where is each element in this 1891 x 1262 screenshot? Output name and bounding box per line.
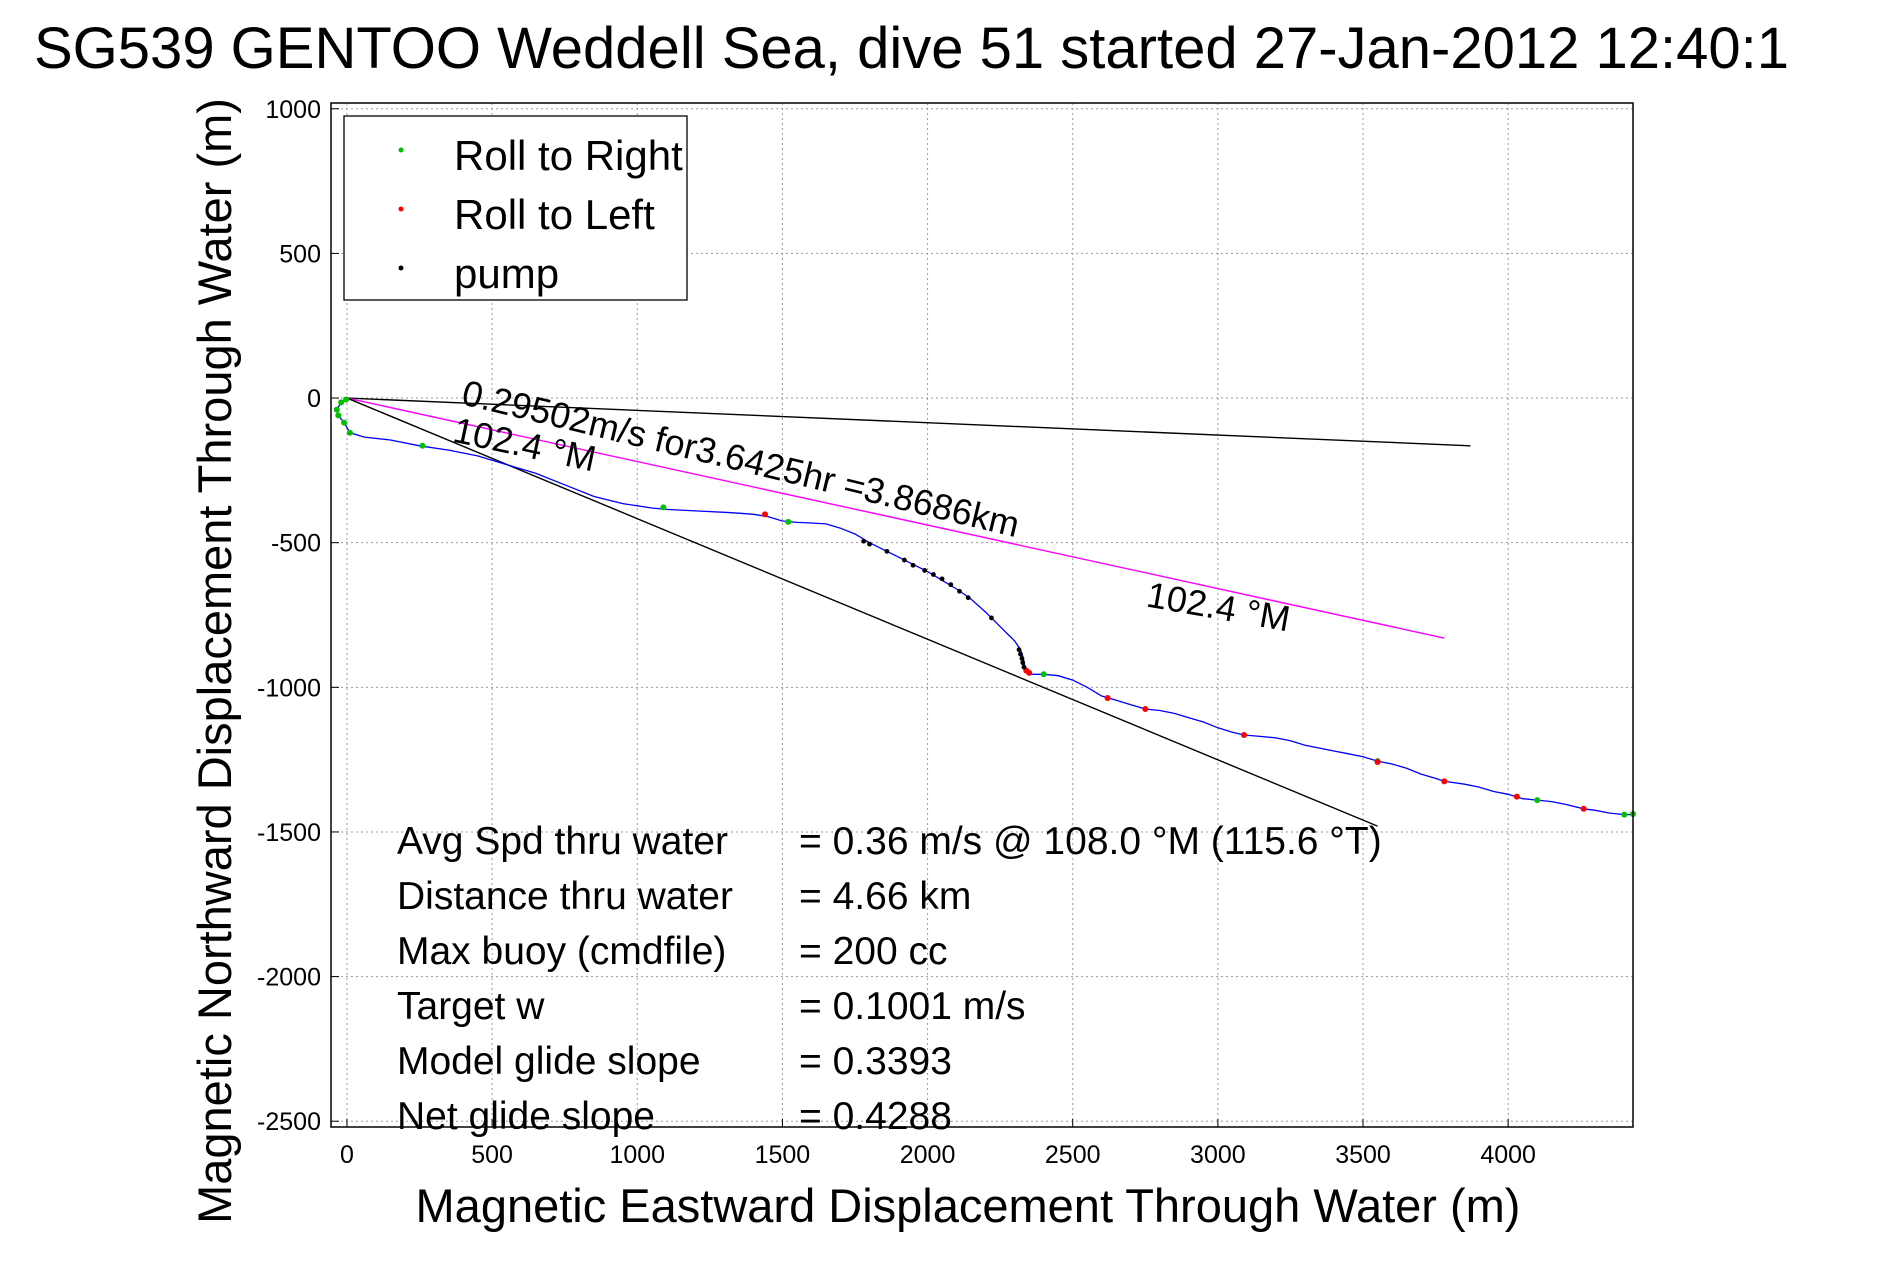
stat-label: Target w xyxy=(397,985,545,1028)
roll-left-point xyxy=(1580,805,1587,812)
legend: Roll to Right Roll to Left pump xyxy=(343,115,688,301)
stat-value: = 0.36 m/s @ 108.0 °M (115.6 °T) xyxy=(799,820,1382,863)
y-tick-label: -1500 xyxy=(257,819,321,847)
y-axis-label: Magnetic Northward Displacement Through … xyxy=(188,98,241,1224)
pump-point xyxy=(939,576,945,582)
stats-block: Avg Spd thru water = 0.36 m/s @ 108.0 °M … xyxy=(397,820,1382,1138)
stat-label: Avg Spd thru water xyxy=(397,820,728,863)
chart-title: SG539 GENTOO Weddell Sea, dive 51 starte… xyxy=(34,16,1789,81)
pump-point xyxy=(901,557,907,563)
stat-value: = 0.4288 xyxy=(799,1095,952,1138)
roll-right-point xyxy=(1040,671,1047,678)
y-tick-label: -2000 xyxy=(257,964,321,992)
legend-marker xyxy=(398,147,404,153)
roll-left-point xyxy=(1513,793,1520,800)
x-axis-label: Magnetic Eastward Displacement Through W… xyxy=(416,1179,1521,1232)
stat-label: Distance thru water xyxy=(397,875,733,918)
legend-marker xyxy=(398,265,404,271)
roll-right-point xyxy=(338,399,345,406)
pump-point xyxy=(1021,664,1027,670)
roll-left-point xyxy=(1374,758,1381,765)
pump-point xyxy=(1019,655,1025,661)
stat-value: = 4.66 km xyxy=(799,875,971,918)
pump-point xyxy=(948,582,954,588)
roll-right-point xyxy=(346,429,353,436)
markers xyxy=(333,396,1636,818)
plot-frame xyxy=(330,102,1634,1128)
pump-point xyxy=(867,541,872,547)
stat-value: = 0.1001 m/s xyxy=(799,985,1026,1028)
reference-lines xyxy=(346,397,1471,827)
pump-point xyxy=(910,562,916,568)
x-tick-label: 3000 xyxy=(1190,1141,1246,1169)
roll-right-point xyxy=(1534,797,1541,804)
roll-right-point xyxy=(341,419,348,426)
y-tick-label: 500 xyxy=(279,240,321,268)
roll-left-point xyxy=(762,511,768,518)
stat-label: Model glide slope xyxy=(397,1040,701,1083)
pump-point xyxy=(861,538,867,544)
magenta-line xyxy=(346,397,1445,639)
pump-point xyxy=(989,615,994,621)
annotation-text: 102.4 °M xyxy=(1144,574,1293,639)
stat-label: Max buoy (cmdfile) xyxy=(397,930,726,973)
roll-left-point xyxy=(1240,732,1247,739)
roll-right-point xyxy=(333,406,340,413)
legend-label: Roll to Left xyxy=(454,191,655,238)
x-tick-label: 2500 xyxy=(1045,1141,1101,1169)
x-tick-labels: 0 500 1000 1500 2000 2500 3000 3500 4000 xyxy=(340,1119,1536,1169)
y-tick-label: 1000 xyxy=(265,96,321,124)
x-tick-label: 1000 xyxy=(609,1141,665,1169)
roll-right-point xyxy=(335,412,342,419)
x-tick-label: 0 xyxy=(340,1141,354,1169)
roll-right-point xyxy=(1621,811,1628,818)
y-tick-label: 0 xyxy=(307,385,321,413)
pump-point xyxy=(884,548,890,554)
roll-right-point xyxy=(785,518,792,525)
y-tick-label: -2500 xyxy=(257,1108,321,1136)
roll-left-point xyxy=(1026,669,1033,676)
y-tick-labels: 1000 500 0 -500 -1000 -1500 -2000 -2500 xyxy=(257,96,339,1136)
pump-point xyxy=(1018,651,1023,657)
roll-left-point xyxy=(1104,695,1111,702)
y-tick-label: -500 xyxy=(271,530,321,558)
pump-point xyxy=(1020,660,1026,666)
y-tick-label: -1000 xyxy=(257,674,321,702)
x-tick-label: 1500 xyxy=(755,1141,811,1169)
x-tick-label: 500 xyxy=(471,1141,513,1169)
pump-point xyxy=(957,588,962,594)
roll-right-point xyxy=(419,442,426,449)
roll-right-point xyxy=(660,504,667,511)
roll-right-point xyxy=(343,396,350,403)
pump-point xyxy=(1016,647,1022,653)
x-tick-label: 3500 xyxy=(1335,1141,1391,1169)
stat-value: = 0.3393 xyxy=(799,1040,952,1083)
x-tick-label: 2000 xyxy=(900,1141,956,1169)
pump-point xyxy=(965,595,971,601)
black-line xyxy=(346,397,1378,827)
gray-line xyxy=(346,397,1471,447)
pump-point xyxy=(922,568,928,573)
legend-label: Roll to Right xyxy=(454,132,683,179)
roll-left-point xyxy=(1441,778,1448,785)
grid xyxy=(331,103,1633,1127)
stat-value: = 200 cc xyxy=(799,930,948,973)
legend-label: pump xyxy=(454,250,559,297)
x-tick-label: 4000 xyxy=(1480,1141,1536,1169)
legend-marker xyxy=(398,206,404,212)
stat-label: Net glide slope xyxy=(397,1095,655,1138)
roll-left-point xyxy=(1142,706,1149,713)
pump-point xyxy=(930,572,936,577)
